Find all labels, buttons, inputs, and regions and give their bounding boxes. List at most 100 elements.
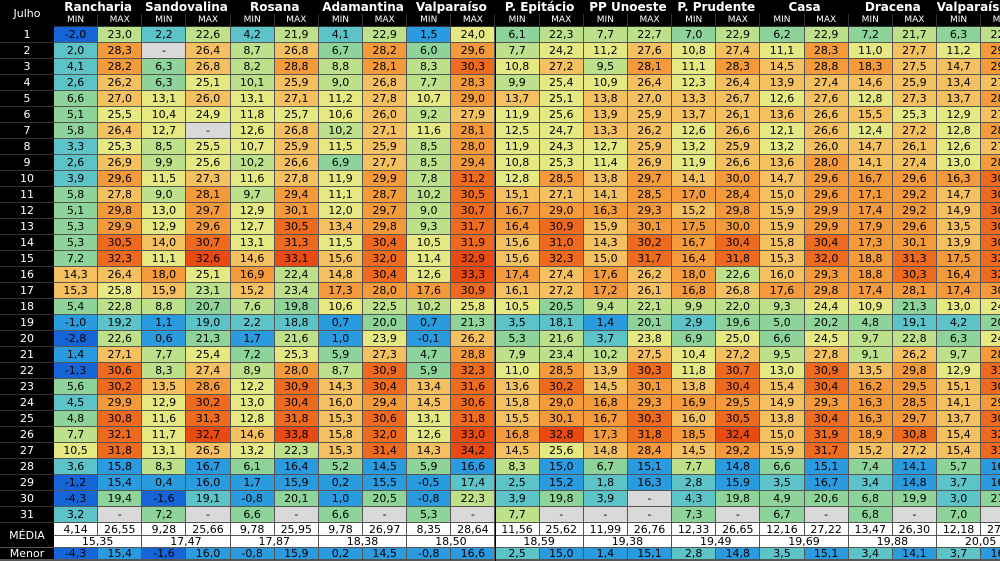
temp-cell: 27,3 (186, 171, 231, 187)
temp-cell: 20,6 (804, 491, 849, 507)
menor-cell: 3,7 (937, 548, 982, 560)
temp-cell: 12,9 (142, 219, 187, 235)
min-label: MIN (672, 14, 717, 27)
temp-cell: 31,3 (274, 235, 319, 251)
city-header: PP Unoeste (583, 0, 673, 14)
temp-cell: 30,1 (539, 411, 584, 427)
temp-cell: 13,8 (583, 171, 628, 187)
temp-cell: 12,1 (760, 123, 805, 139)
temp-cell: 9,3 (760, 299, 805, 315)
media-cell: 12,16 (760, 523, 805, 536)
min-label: MIN (318, 14, 364, 27)
temp-cell: 30,0 (716, 219, 761, 235)
temp-cell: 31,2 (451, 171, 496, 187)
max-label: MAX (98, 14, 143, 27)
temp-cell: 30,4 (804, 235, 849, 251)
temp-cell: 27,9 (451, 107, 496, 123)
temp-cell: 22,5 (363, 299, 408, 315)
temp-cell: -1,2 (54, 475, 99, 491)
temp-cell: 32,4 (716, 427, 761, 443)
temp-cell: 30,9 (274, 379, 319, 395)
temp-cell: 4,1 (54, 59, 99, 75)
temp-cell: 12,6 (672, 123, 717, 139)
temp-cell: 11,2 (583, 43, 628, 59)
temp-cell: 29,6 (98, 171, 143, 187)
min-label: MIN (848, 14, 893, 27)
menor-cell: 2,8 (672, 548, 717, 560)
temp-cell: 17,4 (495, 267, 540, 283)
temp-cell: 0,7 (407, 315, 452, 331)
temp-cell: 7,4 (848, 459, 893, 475)
temp-cell: 30,3 (892, 267, 937, 283)
temp-cell: 14,6 (230, 251, 275, 267)
temp-cell: 14,5 (407, 395, 452, 411)
temp-cell: 30,7 (716, 363, 761, 379)
temp-cell: 12,7 (142, 123, 187, 139)
temp-cell: 31,8 (274, 411, 319, 427)
temp-cell: 11,8 (230, 107, 275, 123)
temp-cell: 5,8 (54, 123, 99, 139)
temp-cell: 8,9 (230, 363, 275, 379)
temp-cell: 11,2 (937, 43, 982, 59)
temp-cell: 30,7 (981, 379, 1000, 395)
temp-cell: 24,7 (981, 299, 1000, 315)
temp-cell: 16,4 (937, 267, 982, 283)
temp-cell: 26,4 (627, 75, 673, 91)
media-combined-cell: 19,38 (583, 536, 673, 548)
temp-cell: 26,4 (98, 267, 143, 283)
temp-cell: 2,2 (230, 315, 275, 331)
city-header: Sandovalina (142, 0, 231, 14)
temp-cell: 3,5 (760, 475, 805, 491)
temp-cell: 12,6 (760, 91, 805, 107)
temp-cell: 14,5 (583, 379, 628, 395)
temp-cell: 27,4 (186, 363, 231, 379)
temp-cell: 27,5 (892, 59, 937, 75)
temp-cell: 22,3 (451, 491, 496, 507)
temp-cell: 5,9 (407, 459, 452, 475)
temp-cell: 15,5 (363, 475, 408, 491)
temp-cell: 10,6 (318, 107, 364, 123)
temp-cell: 25,9 (627, 107, 673, 123)
temp-cell: 16,8 (495, 427, 540, 443)
temp-cell: 13,5 (848, 363, 893, 379)
media-combined-cell: 20,05 (937, 536, 1000, 548)
temp-cell: 11,9 (495, 107, 540, 123)
temp-cell: 18,5 (672, 427, 717, 443)
temp-cell: 28,7 (363, 187, 408, 203)
temp-cell: 17,3 (318, 283, 364, 299)
temp-cell: 32,1 (98, 427, 143, 443)
temp-cell: 15,8 (98, 459, 143, 475)
max-label: MAX (186, 14, 231, 27)
temp-cell: 23,4 (539, 347, 584, 363)
max-label: MAX (539, 14, 584, 27)
temp-cell: 14,7 (760, 171, 805, 187)
temp-cell: 15,2 (672, 203, 717, 219)
temp-cell: 29,6 (451, 43, 496, 59)
temp-cell: 13,1 (230, 91, 275, 107)
temp-cell: 29,9 (98, 395, 143, 411)
temp-cell: 7,7 (495, 43, 540, 59)
menor-cell: 0,2 (318, 548, 364, 560)
temp-cell: 29,7 (363, 203, 408, 219)
media-cell: 11,99 (583, 523, 628, 536)
temp-cell: 27,3 (981, 107, 1000, 123)
temp-cell: 17,0 (672, 187, 717, 203)
temp-cell: 27,3 (363, 347, 408, 363)
day-label: 3 (0, 59, 54, 75)
min-label: MIN (142, 14, 187, 27)
temp-cell: 13,9 (760, 75, 805, 91)
media-cell: 26,55 (98, 523, 143, 536)
temp-cell: 21,0 (981, 491, 1000, 507)
temp-cell: 11,8 (672, 363, 717, 379)
temp-cell: 16,0 (760, 267, 805, 283)
temp-cell: 32,0 (981, 427, 1000, 443)
temp-cell: 25,8 (98, 283, 143, 299)
temp-cell: 29,6 (804, 171, 849, 187)
temp-cell: 12,7 (583, 139, 628, 155)
temp-cell: 14,9 (937, 203, 982, 219)
min-label: MIN (760, 14, 805, 27)
temp-cell: 28,3 (804, 43, 849, 59)
temp-cell: 23,0 (98, 27, 143, 43)
menor-cell: 1,4 (583, 548, 628, 560)
temp-cell: 32,0 (363, 251, 408, 267)
